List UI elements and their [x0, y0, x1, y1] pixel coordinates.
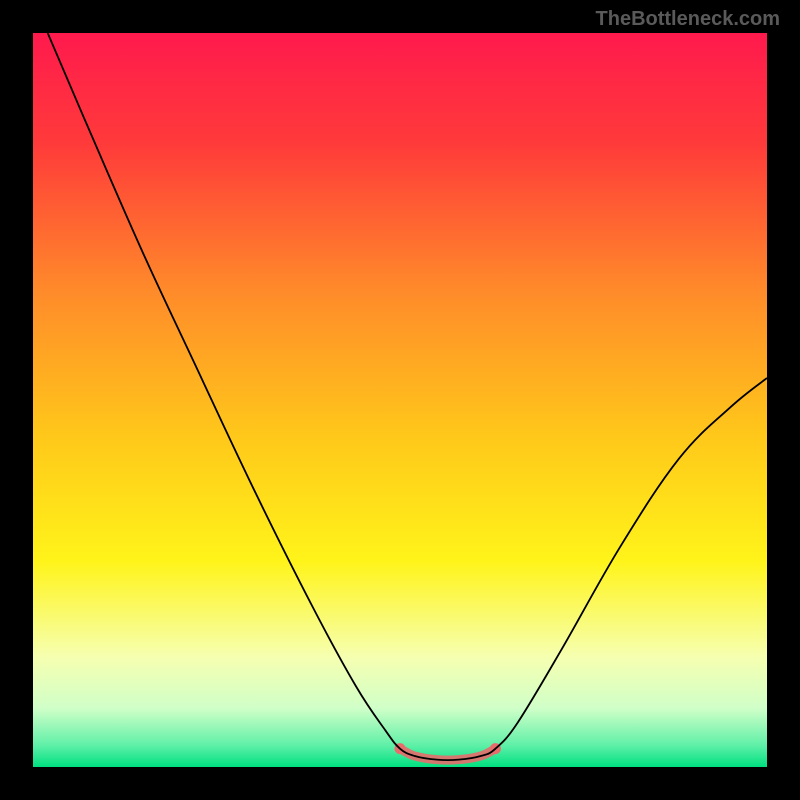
bottleneck-curve-chart	[33, 33, 767, 767]
watermark-text: TheBottleneck.com	[596, 8, 780, 31]
bottleneck-curve	[48, 33, 767, 760]
optimal-range-highlight	[400, 749, 495, 761]
